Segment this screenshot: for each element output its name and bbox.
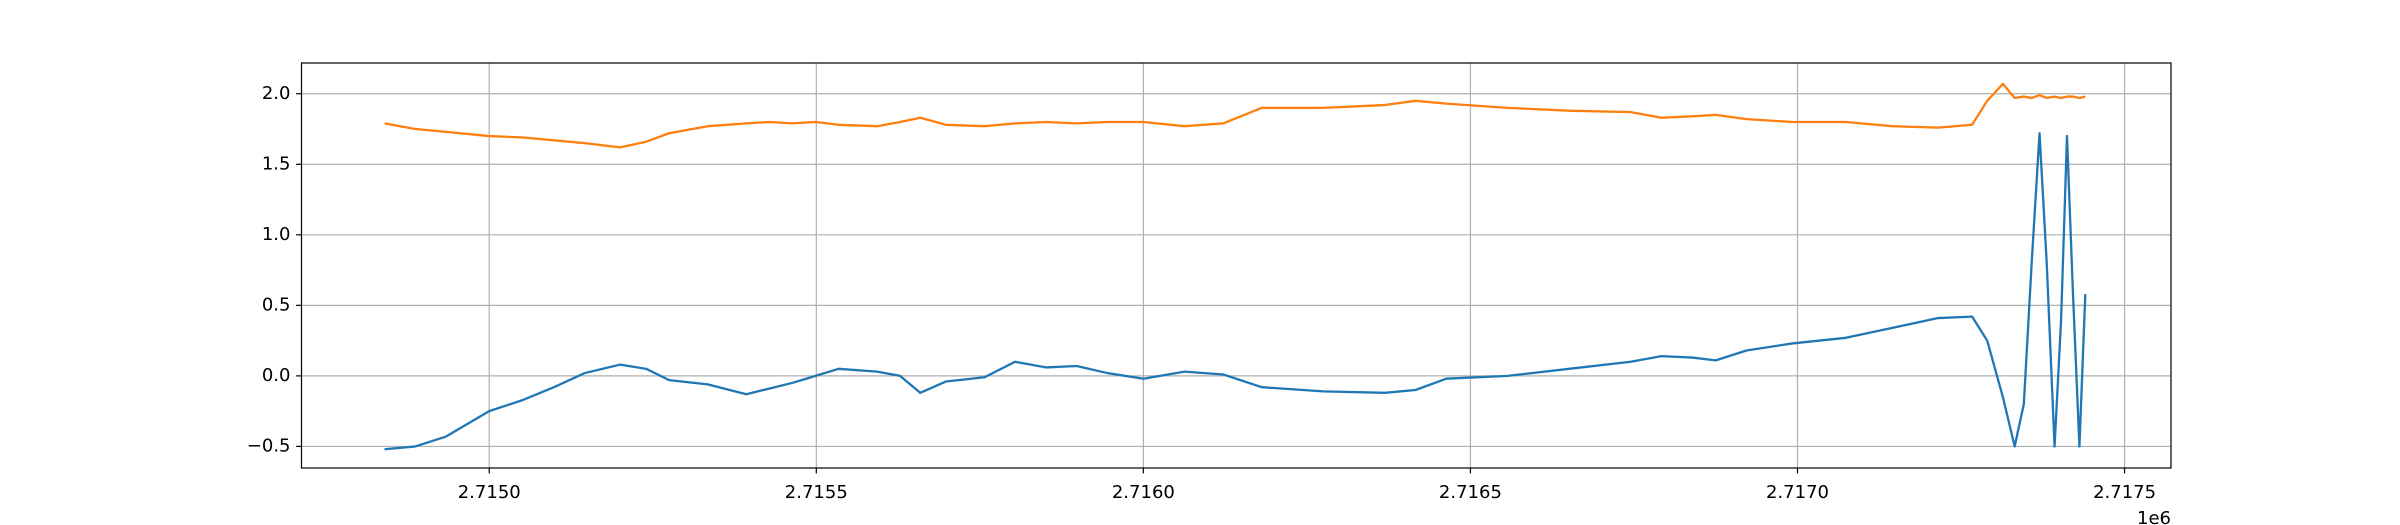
y-tick-label: 0.5 <box>262 294 291 315</box>
series-line <box>384 132 2087 451</box>
y-tick-label: −0.5 <box>247 435 291 456</box>
x-tick-label: 2.7170 <box>1766 482 1829 503</box>
y-tick-label: 0.0 <box>262 365 291 386</box>
x-tick-label: 2.7165 <box>1439 482 1502 503</box>
plot-frame <box>300 62 2172 469</box>
y-tick-label: 1.5 <box>262 153 291 174</box>
x-tick-label: 2.7150 <box>458 482 521 503</box>
x-tick-label: 2.7175 <box>2093 482 2156 503</box>
series-line <box>384 82 2086 149</box>
x-offset-label: 1e6 <box>2137 508 2171 525</box>
y-tick-label: 2.0 <box>262 83 291 104</box>
x-tick-label: 2.7155 <box>785 482 848 503</box>
x-tick-label: 2.7160 <box>1112 482 1175 503</box>
y-tick-label: 1.0 <box>262 224 291 245</box>
